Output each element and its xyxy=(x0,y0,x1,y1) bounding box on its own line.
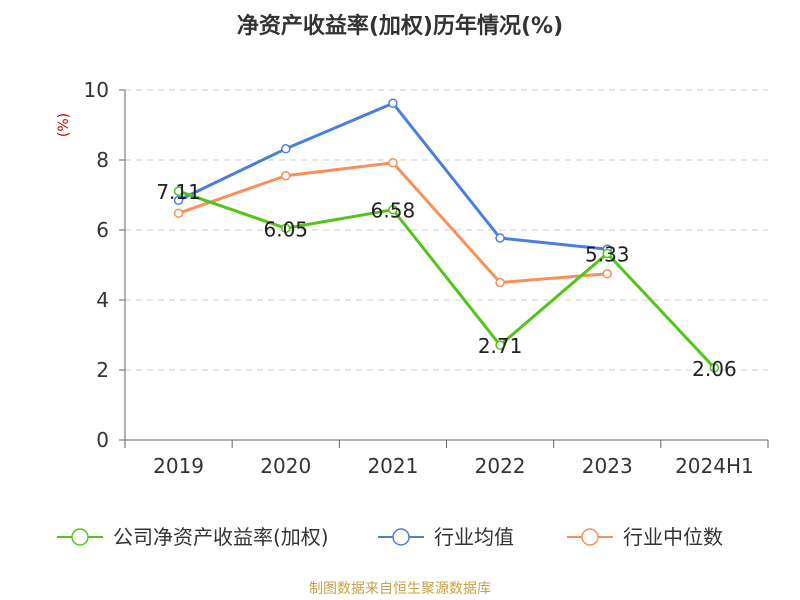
data-point xyxy=(173,195,184,205)
x-tick-label: 2022 xyxy=(475,454,526,478)
data-label: 2.06 xyxy=(692,357,737,381)
data-point xyxy=(281,144,291,154)
data-point xyxy=(709,363,720,373)
data-label: 7.11 xyxy=(156,180,201,204)
data-point xyxy=(602,269,612,279)
x-tick-label: 2020 xyxy=(260,454,311,478)
legend-marker xyxy=(581,528,599,546)
data-point xyxy=(388,98,398,109)
y-axis-unit-label: (%) xyxy=(56,113,72,137)
y-tick-label: 10 xyxy=(84,78,109,102)
x-tick-label: 2021 xyxy=(367,454,418,478)
chart-title: 净资产收益率(加权)历年情况(%) xyxy=(236,14,564,39)
x-tick-label: 2023 xyxy=(582,454,633,478)
legend-marker xyxy=(71,528,89,546)
series-line xyxy=(177,101,608,251)
data-point xyxy=(495,340,505,350)
data-source-note: 制图数据来自恒生聚源数据库 xyxy=(309,581,491,597)
y-tick-label: 2 xyxy=(96,358,109,382)
y-tick-label: 0 xyxy=(96,428,109,452)
y-tick-label: 6 xyxy=(96,218,109,242)
data-label: 6.05 xyxy=(263,217,308,241)
y-tick-label: 8 xyxy=(96,148,109,172)
data-point xyxy=(173,186,184,196)
legend-label: 公司净资产收益率(加权) xyxy=(113,525,329,549)
data-point xyxy=(388,158,398,168)
data-point xyxy=(602,248,612,259)
y-tick-label: 4 xyxy=(96,288,109,312)
legend-label: 行业均值 xyxy=(434,525,514,549)
data-point xyxy=(173,208,184,218)
x-tick-label: 2024H1 xyxy=(675,454,754,478)
data-label: 5.33 xyxy=(585,242,630,266)
legend-marker xyxy=(392,528,410,546)
data-point xyxy=(495,233,505,243)
data-point xyxy=(495,277,505,288)
data-label: 6.58 xyxy=(371,199,416,223)
data-point xyxy=(388,204,398,215)
legend-label: 行业中位数 xyxy=(623,525,723,549)
data-point xyxy=(281,223,291,233)
data-point xyxy=(281,171,291,181)
data-label: 2.71 xyxy=(478,334,523,358)
series-line xyxy=(178,189,716,369)
x-tick-label: 2019 xyxy=(153,454,204,478)
